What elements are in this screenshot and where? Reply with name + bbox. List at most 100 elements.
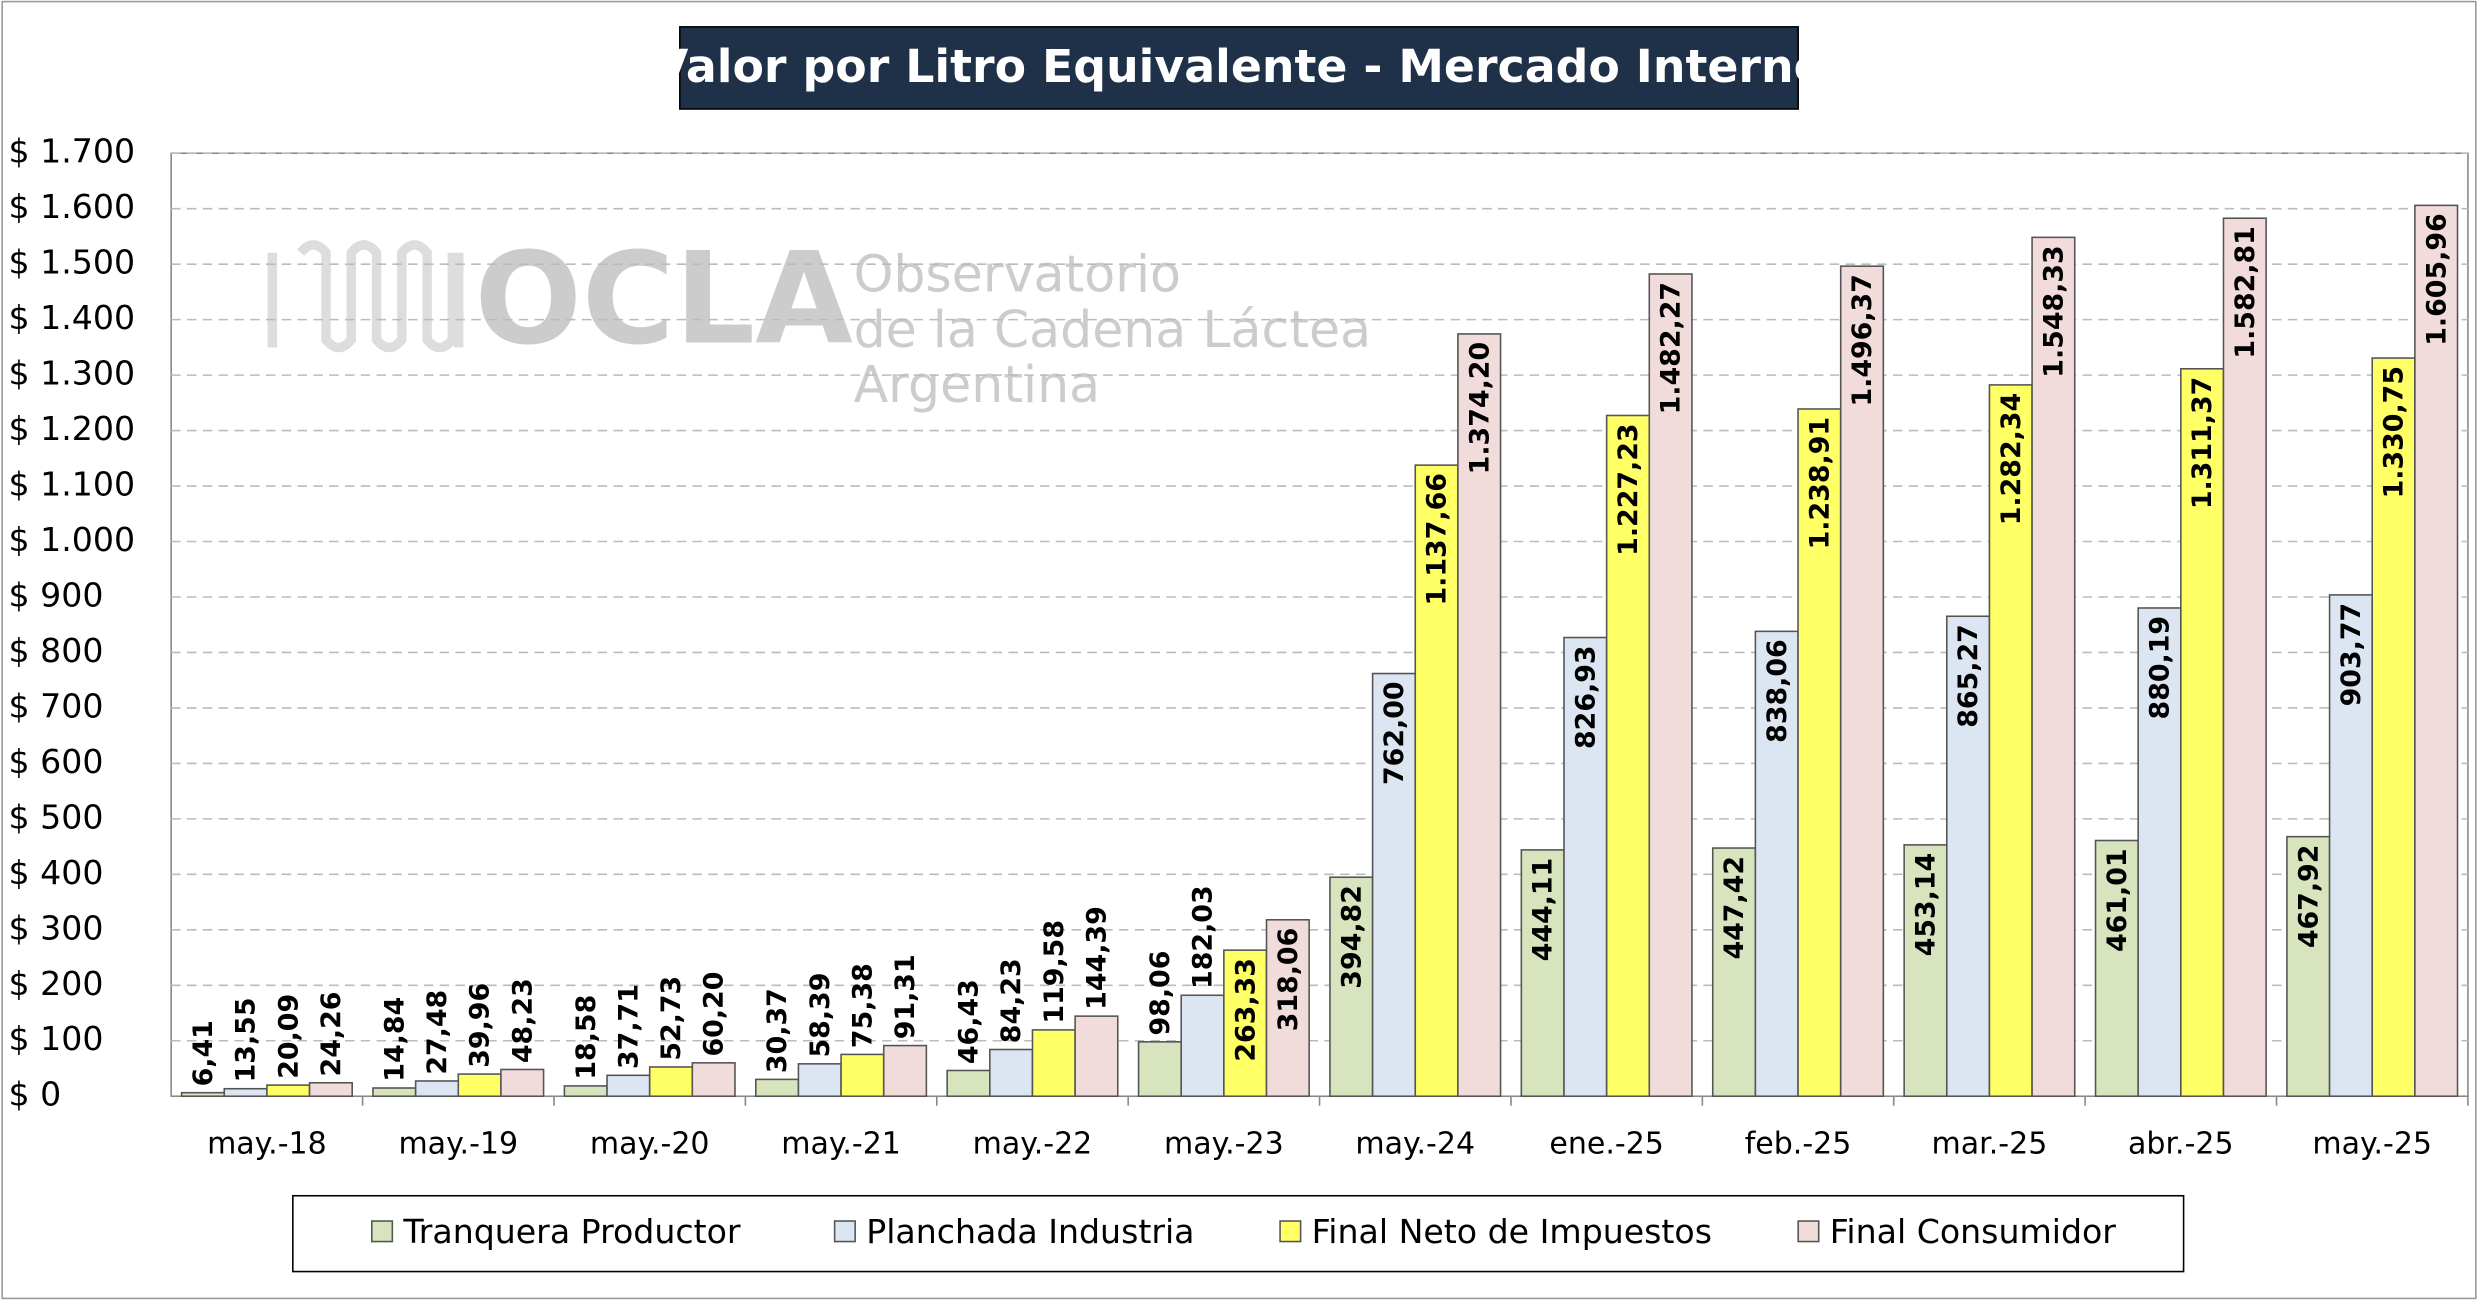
data-label: 52,73 bbox=[656, 976, 687, 1061]
bar bbox=[414, 1080, 460, 1098]
bar bbox=[2137, 607, 2182, 1098]
legend-box bbox=[292, 1194, 2185, 1273]
bar bbox=[946, 1069, 991, 1098]
data-label: 903,77 bbox=[2336, 603, 2367, 707]
y-tick-label: $ 500 bbox=[9, 797, 104, 836]
bar bbox=[1031, 1029, 1076, 1098]
data-label: 144,39 bbox=[1082, 906, 1113, 1010]
bar bbox=[882, 1044, 928, 1098]
bar bbox=[2371, 357, 2416, 1098]
logo-waves bbox=[267, 240, 464, 353]
data-label: 263,33 bbox=[1230, 958, 1261, 1062]
bar bbox=[457, 1073, 502, 1098]
y-tick-label: $ 1.400 bbox=[9, 298, 136, 337]
legend-label: Planchada Industria bbox=[866, 1212, 1194, 1251]
data-label: 27,48 bbox=[422, 990, 453, 1075]
data-label: 98,06 bbox=[1145, 951, 1176, 1036]
data-label: 1.605,96 bbox=[2421, 213, 2452, 345]
y-tick-label: $ 900 bbox=[9, 575, 104, 614]
data-label: 880,19 bbox=[2145, 616, 2176, 720]
y-tick-label: $ 200 bbox=[9, 964, 104, 1003]
bar bbox=[1180, 994, 1225, 1098]
data-label: 14,84 bbox=[379, 997, 410, 1082]
y-tick-label: $ 600 bbox=[9, 742, 104, 781]
bar bbox=[500, 1068, 545, 1098]
x-tick-label: may.-25 bbox=[2312, 1127, 2432, 1162]
bar bbox=[2414, 204, 2459, 1098]
data-label: 1.582,81 bbox=[2230, 226, 2261, 358]
watermark-text: de la Cadena Láctea bbox=[854, 300, 1372, 359]
bar bbox=[1223, 949, 1268, 1098]
x-tick-label: may.-23 bbox=[1164, 1127, 1284, 1162]
data-label: 13,55 bbox=[231, 997, 262, 1082]
y-tick-label: $ 700 bbox=[9, 686, 104, 725]
bar bbox=[840, 1053, 885, 1098]
data-label: 1.311,37 bbox=[2187, 377, 2218, 509]
bar bbox=[308, 1081, 353, 1098]
data-label: 826,93 bbox=[1570, 645, 1601, 749]
y-tick-label: $ 800 bbox=[9, 631, 104, 670]
bar bbox=[989, 1048, 1034, 1098]
data-label: 467,92 bbox=[2293, 845, 2324, 949]
bar bbox=[1265, 919, 1310, 1098]
bar bbox=[1520, 849, 1565, 1098]
y-tick-label: $ 1.300 bbox=[9, 354, 136, 393]
data-label: 30,37 bbox=[762, 988, 793, 1073]
y-tick-label: $ 1.200 bbox=[9, 409, 136, 448]
x-tick-label: may.-24 bbox=[1355, 1127, 1475, 1162]
watermark: OCLA Observatorio de la Cadena Láctea Ar… bbox=[267, 226, 1372, 414]
x-tick-label: abr.-25 bbox=[2128, 1127, 2234, 1162]
bar bbox=[1754, 630, 1799, 1098]
data-label: 762,00 bbox=[1379, 681, 1410, 785]
data-label: 58,39 bbox=[805, 973, 836, 1058]
watermark-text: Argentina bbox=[854, 355, 1101, 414]
data-label: 1.137,66 bbox=[1422, 473, 1453, 605]
y-tick-label: $ 100 bbox=[9, 1019, 104, 1058]
data-label: 1.374,20 bbox=[1464, 342, 1495, 474]
data-label: 838,06 bbox=[1762, 639, 1793, 743]
y-tick-label: $ 1.100 bbox=[9, 465, 136, 504]
legend-label: Final Consumidor bbox=[1830, 1212, 2117, 1251]
watermark-text: Observatorio bbox=[854, 245, 1181, 304]
data-label: 60,20 bbox=[699, 972, 730, 1057]
bar bbox=[266, 1084, 311, 1098]
bar bbox=[797, 1063, 842, 1098]
data-label: 1.496,37 bbox=[1847, 274, 1878, 406]
x-tick-label: feb.-25 bbox=[1745, 1127, 1852, 1162]
y-tick-label: $ 1.600 bbox=[9, 187, 136, 226]
data-label: 24,26 bbox=[316, 992, 347, 1077]
bar bbox=[563, 1085, 608, 1098]
bar bbox=[1648, 273, 1693, 1098]
x-tick-label: may.-18 bbox=[207, 1127, 327, 1162]
data-label: 84,23 bbox=[996, 958, 1027, 1043]
bar bbox=[180, 1091, 226, 1098]
bar bbox=[2094, 839, 2139, 1098]
data-label: 46,43 bbox=[954, 979, 985, 1064]
y-tick-label: $ 1.700 bbox=[9, 132, 136, 171]
data-label: 1.227,23 bbox=[1613, 423, 1644, 555]
bar bbox=[1839, 265, 1885, 1098]
bar bbox=[2222, 217, 2267, 1098]
data-label: 444,11 bbox=[1528, 858, 1559, 962]
bar bbox=[1074, 1015, 1119, 1098]
data-label: 1.482,27 bbox=[1656, 282, 1687, 414]
data-label: 39,96 bbox=[465, 983, 496, 1068]
data-label: 6,41 bbox=[188, 1020, 219, 1086]
bar bbox=[1903, 844, 1948, 1098]
bar bbox=[372, 1087, 417, 1098]
legend-swatch bbox=[1797, 1220, 1820, 1243]
data-label: 91,31 bbox=[890, 954, 921, 1039]
x-tick-label: may.-21 bbox=[781, 1127, 901, 1162]
data-label: 182,03 bbox=[1188, 885, 1219, 989]
data-label: 1.330,75 bbox=[2379, 366, 2410, 498]
bar bbox=[606, 1074, 651, 1098]
x-tick-label: ene.-25 bbox=[1549, 1127, 1663, 1162]
data-label: 48,23 bbox=[507, 978, 538, 1063]
bar bbox=[2031, 236, 2076, 1098]
y-tick-label: $ 400 bbox=[9, 853, 104, 892]
x-tick-label: mar.-25 bbox=[1932, 1127, 2048, 1162]
legend-label: Final Neto de Impuestos bbox=[1312, 1212, 1712, 1251]
bar bbox=[1605, 414, 1651, 1098]
legend-swatch bbox=[371, 1220, 394, 1243]
data-label: 1.548,33 bbox=[2038, 245, 2069, 377]
